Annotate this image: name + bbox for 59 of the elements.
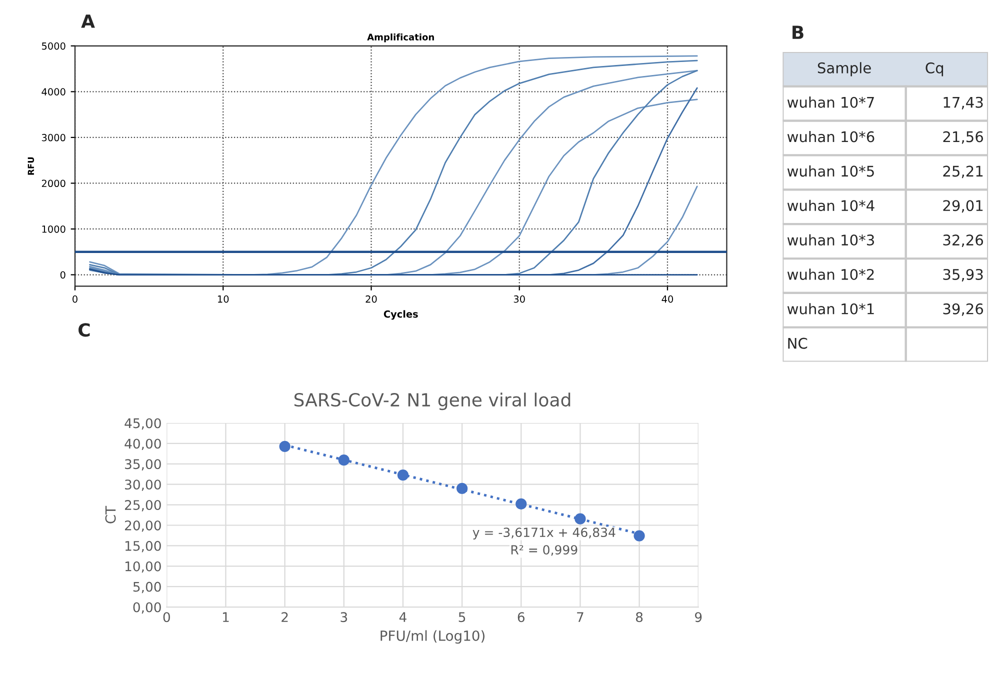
y-tick-label: 5,00 [133,582,161,594]
y-tick-label: 15,00 [125,540,161,552]
x-tick-label: 20 [366,295,377,303]
x-tick-label: 2 [282,612,288,622]
text: 39,26 [943,303,984,316]
y-tick-label: 1000 [42,225,66,233]
x-axis-title: Cycles [384,310,418,320]
text: Cq [926,62,944,76]
y-tick-label: 25,00 [124,500,161,512]
x-tick-label: 5 [458,612,466,622]
x-tick-label: 0 [163,612,170,622]
y-axis-title: CT [105,506,116,524]
text: NC [788,338,808,349]
y-tick-label: 10,00 [125,561,161,573]
y-tick-label: 0,00 [133,602,161,614]
text: C [78,323,90,337]
annotation: y = -3,6171x + 46,834 [472,528,616,540]
text: 21,56 [943,131,984,144]
y-tick-label: 35,00 [125,459,161,470]
y-tick-label: 3000 [42,134,66,142]
y-tick-label: 45,00 [124,418,161,430]
x-tick-label: 3 [340,612,348,622]
text: wuhan 10*7 [787,96,874,108]
x-tick-label: 9 [695,612,702,622]
y-tick-label: 5000 [42,42,66,50]
y-tick-label: 30,00 [125,480,161,491]
text: 29,01 [943,200,983,213]
chart-title: SARS-CoV-2 N1 gene viral load [294,392,570,410]
y-tick-label: 40,00 [124,438,161,450]
text: Sample [818,62,871,76]
text: 32,26 [943,234,984,248]
text: wuhan 10*6 [787,130,874,142]
x-tick-label: 1 [222,612,229,622]
x-tick-label: 40 [662,295,674,303]
text: A [81,14,95,28]
y-tick-label: 4000 [42,88,66,96]
text: 25,21 [943,166,983,178]
text: wuhan 10*1 [787,303,874,314]
text: wuhan 10*4 [787,200,874,212]
y-tick-label: 20,00 [124,520,161,532]
x-tick-label: 0 [72,295,78,303]
chart-title: Amplification [367,33,434,42]
x-tick-label: 7 [577,612,584,622]
x-tick-label: 8 [636,612,643,622]
text: wuhan 10*3 [787,234,874,246]
text: wuhan 10*2 [787,268,874,280]
x-axis-title: PFU/ml (Log10) [380,630,484,644]
text: 35,93 [943,268,983,282]
text: wuhan 10*5 [787,165,874,177]
x-tick-label: 6 [518,612,524,622]
y-axis-title: RFU [28,157,34,175]
text: 17,43 [944,96,983,110]
x-tick-label: 30 [514,295,525,303]
annotation: R² = 0,999 [511,545,578,556]
text: B [792,26,804,39]
x-tick-label: 10 [218,295,229,303]
y-tick-label: 2000 [42,180,66,188]
y-tick-label: 0 [60,271,66,279]
x-tick-label: 4 [399,612,406,622]
